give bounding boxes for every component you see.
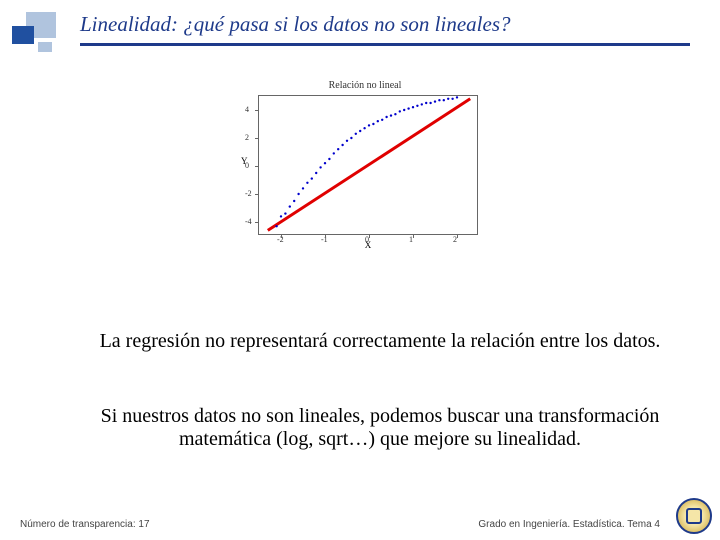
body-text-2: Si nuestros datos no son lineales, podem… (80, 405, 680, 451)
chart-svg (259, 96, 479, 236)
body-text-1: La regresión no representará correctamen… (80, 330, 680, 353)
chart-container: Relación no lineal Y X -2-1012-4-2024 (240, 80, 490, 260)
footer-right: Grado en Ingeniería. Estadística. Tema 4 (478, 519, 660, 530)
title-underline (80, 43, 690, 46)
title-area: Linealidad: ¿qué pasa si los datos no so… (80, 12, 690, 46)
university-logo (676, 498, 712, 534)
corner-decoration (8, 8, 58, 50)
slide: Linealidad: ¿qué pasa si los datos no so… (0, 0, 720, 540)
chart-title: Relación no lineal (240, 80, 490, 91)
slide-title: Linealidad: ¿qué pasa si los datos no so… (80, 12, 690, 37)
chart-plot-area: Y X -2-1012-4-2024 (258, 95, 478, 235)
footer-left: Número de transparencia: 17 (20, 519, 150, 530)
